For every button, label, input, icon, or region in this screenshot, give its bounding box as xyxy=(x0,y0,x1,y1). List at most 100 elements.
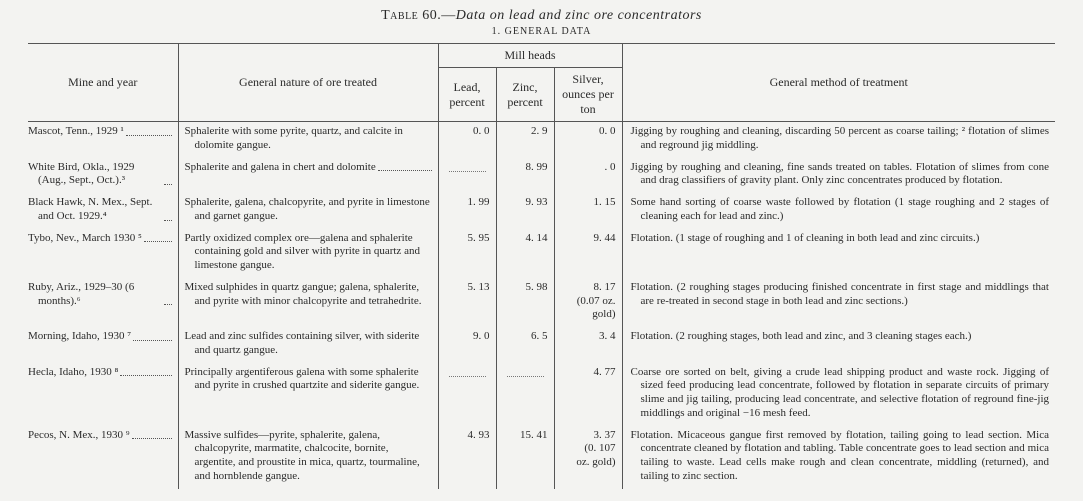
blank-leader xyxy=(507,366,544,377)
zinc-cell: 2. 9 xyxy=(496,122,554,158)
method-cell: Coarse ore sorted on belt, giving a crud… xyxy=(622,363,1055,426)
mine-text: Ruby, Ariz., 1929–30 (6 months).⁶ xyxy=(28,281,162,309)
method-cell: Flotation. (2 roughing stages producing … xyxy=(622,278,1055,327)
mine-cell: Ruby, Ariz., 1929–30 (6 months).⁶ xyxy=(28,278,178,327)
lead-cell xyxy=(438,158,496,194)
zinc-cell: 15. 41 xyxy=(496,426,554,489)
mine-cell: White Bird, Okla., 1929 (Aug., Sept., Oc… xyxy=(28,158,178,194)
zinc-cell: 9. 93 xyxy=(496,193,554,229)
nature-cell: Sphalerite, galena, chalcopyrite, and py… xyxy=(178,193,438,229)
nature-text: Partly oxidized complex ore—galena and s… xyxy=(185,232,432,273)
table-row: Mascot, Tenn., 1929 ¹ Sphalerite with som… xyxy=(28,122,1055,158)
blank-leader xyxy=(449,161,486,172)
leader-dots xyxy=(132,426,172,440)
mine-cell: Pecos, N. Mex., 1930 ⁹ xyxy=(28,426,178,489)
method-text: Flotation. (2 roughing stages, both lead… xyxy=(631,330,1049,344)
table-row: White Bird, Okla., 1929 (Aug., Sept., Oc… xyxy=(28,158,1055,194)
nature-cell: Massive sulfides—pyrite, sphalerite, gal… xyxy=(178,426,438,489)
table-row: Morning, Idaho, 1930 ⁷Lead and zinc sulf… xyxy=(28,327,1055,363)
method-text: Jigging by roughing and cleaning, fine s… xyxy=(631,161,1049,189)
header-silver: Silver, ounces per ton xyxy=(554,68,622,122)
mine-cell: Morning, Idaho, 1930 ⁷ xyxy=(28,327,178,363)
header-lead: Lead, percent xyxy=(438,68,496,122)
table-row: Hecla, Idaho, 1930 ⁸ Principally argentif… xyxy=(28,363,1055,426)
nature-cell: Lead and zinc sulfides containing silver… xyxy=(178,327,438,363)
mine-cell: Black Hawk, N. Mex., Sept. and Oct. 1929… xyxy=(28,193,178,229)
method-text: Flotation. (1 stage of roughing and 1 of… xyxy=(631,232,1049,246)
nature-text: Lead and zinc sulfides containing silver… xyxy=(185,330,432,358)
nature-text: Sphalerite with some pyrite, quartz, and… xyxy=(185,125,432,153)
nature-text: Mixed sulphides in quartz gangue; galena… xyxy=(185,281,432,309)
leader-dots xyxy=(378,158,432,172)
lead-cell: 5. 13 xyxy=(438,278,496,327)
method-text: Some hand sorting of coarse waste follow… xyxy=(631,196,1049,224)
leader-dots xyxy=(133,327,171,341)
lead-cell: 4. 93 xyxy=(438,426,496,489)
mine-text: White Bird, Okla., 1929 (Aug., Sept., Oc… xyxy=(28,161,162,189)
mine-text: Black Hawk, N. Mex., Sept. and Oct. 1929… xyxy=(28,196,162,224)
caption-title: Data on lead and zinc ore concentrators xyxy=(456,8,702,23)
table-row: Ruby, Ariz., 1929–30 (6 months).⁶ Mixed s… xyxy=(28,278,1055,327)
method-cell: Some hand sorting of coarse waste follow… xyxy=(622,193,1055,229)
leader-dots xyxy=(126,122,172,136)
zinc-cell: 8. 99 xyxy=(496,158,554,194)
nature-text: Sphalerite and galena in chert and dolom… xyxy=(185,161,376,175)
zinc-cell: 5. 98 xyxy=(496,278,554,327)
silver-cell: 4. 77 xyxy=(554,363,622,426)
mine-text: Hecla, Idaho, 1930 ⁸ xyxy=(28,366,118,380)
method-text: Flotation. Micaceous gangue first remove… xyxy=(631,429,1049,484)
mine-cell: Hecla, Idaho, 1930 ⁸ xyxy=(28,363,178,426)
table-caption: Table 60.—Data on lead and zinc ore conc… xyxy=(28,8,1055,24)
silver-cell: 3. 37 (0. 107 oz. gold) xyxy=(554,426,622,489)
silver-cell: 9. 44 xyxy=(554,229,622,278)
nature-cell: Sphalerite with some pyrite, quartz, and… xyxy=(178,122,438,158)
header-mine: Mine and year xyxy=(28,44,178,122)
silver-cell: 1. 15 xyxy=(554,193,622,229)
nature-text: Massive sulfides—pyrite, sphalerite, gal… xyxy=(185,429,432,484)
leader-dots xyxy=(164,278,172,306)
silver-cell: 8. 17 (0.07 oz. gold) xyxy=(554,278,622,327)
silver-cell: . 0 xyxy=(554,158,622,194)
mine-text: Tybo, Nev., March 1930 ⁵ xyxy=(28,232,142,246)
method-text: Flotation. (2 roughing stages producing … xyxy=(631,281,1049,309)
method-cell: Jigging by roughing and cleaning, fine s… xyxy=(622,158,1055,194)
silver-cell: 3. 4 xyxy=(554,327,622,363)
leader-dots xyxy=(164,193,172,221)
method-cell: Jigging by roughing and cleaning, discar… xyxy=(622,122,1055,158)
method-text: Jigging by roughing and cleaning, discar… xyxy=(631,125,1049,153)
nature-cell: Sphalerite and galena in chert and dolom… xyxy=(178,158,438,194)
nature-text: Sphalerite, galena, chalcopyrite, and py… xyxy=(185,196,432,224)
lead-cell xyxy=(438,363,496,426)
data-table: Mine and year General nature of ore trea… xyxy=(28,43,1055,489)
mine-cell: Tybo, Nev., March 1930 ⁵ xyxy=(28,229,178,278)
header-method: General method of treatment xyxy=(622,44,1055,122)
nature-cell: Mixed sulphides in quartz gangue; galena… xyxy=(178,278,438,327)
caption-prefix: Table 60.— xyxy=(381,8,456,23)
table-subcaption: 1. GENERAL DATA xyxy=(28,26,1055,37)
table-body: Mascot, Tenn., 1929 ¹ Sphalerite with som… xyxy=(28,122,1055,489)
table-row: Black Hawk, N. Mex., Sept. and Oct. 1929… xyxy=(28,193,1055,229)
header-zinc: Zinc, percent xyxy=(496,68,554,122)
nature-cell: Principally argentiferous galena with so… xyxy=(178,363,438,426)
header-nature: General nature of ore treated xyxy=(178,44,438,122)
leader-dots xyxy=(144,229,172,243)
lead-cell: 0. 0 xyxy=(438,122,496,158)
mine-cell: Mascot, Tenn., 1929 ¹ xyxy=(28,122,178,158)
method-text: Coarse ore sorted on belt, giving a crud… xyxy=(631,366,1049,421)
mine-text: Mascot, Tenn., 1929 ¹ xyxy=(28,125,124,139)
zinc-cell xyxy=(496,363,554,426)
method-cell: Flotation. (2 roughing stages, both lead… xyxy=(622,327,1055,363)
header-mill-heads: Mill heads xyxy=(438,44,622,68)
table-row: Tybo, Nev., March 1930 ⁵ Partly oxidized … xyxy=(28,229,1055,278)
table-row: Pecos, N. Mex., 1930 ⁹ Massive sulfides—p… xyxy=(28,426,1055,489)
nature-cell: Partly oxidized complex ore—galena and s… xyxy=(178,229,438,278)
lead-cell: 5. 95 xyxy=(438,229,496,278)
zinc-cell: 6. 5 xyxy=(496,327,554,363)
leader-dots xyxy=(164,158,172,186)
leader-dots xyxy=(120,363,171,377)
blank-leader xyxy=(449,366,486,377)
mine-text: Pecos, N. Mex., 1930 ⁹ xyxy=(28,429,130,443)
method-cell: Flotation. (1 stage of roughing and 1 of… xyxy=(622,229,1055,278)
lead-cell: 9. 0 xyxy=(438,327,496,363)
method-cell: Flotation. Micaceous gangue first remove… xyxy=(622,426,1055,489)
